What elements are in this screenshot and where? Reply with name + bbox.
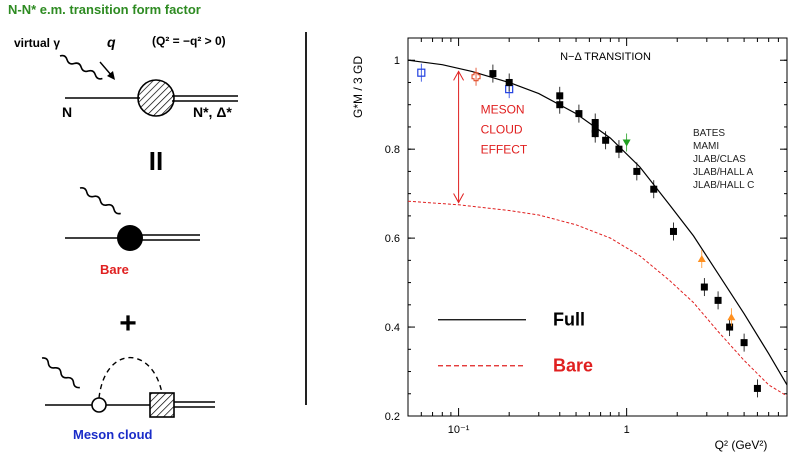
svg-text:II: II — [149, 146, 163, 176]
legend-label: JLAB/HALL C — [693, 180, 754, 191]
data-point — [669, 227, 677, 235]
legend-label: JLAB/CLAS — [693, 154, 746, 165]
legend-label: BATES — [693, 128, 725, 139]
data-point — [753, 384, 761, 392]
data-point — [622, 139, 631, 147]
virtual-photon-label: virtual γ — [14, 36, 61, 50]
chart-title: N−Δ TRANSITION — [560, 51, 651, 63]
meson-cloud-diagram — [41, 357, 215, 418]
legend-entry: JLAB/HALL A — [693, 167, 754, 178]
data-point — [697, 255, 706, 263]
bare-label: Bare — [100, 262, 129, 277]
data-point — [740, 339, 748, 347]
data-point — [602, 136, 610, 144]
q-label: q — [107, 34, 116, 50]
panel-divider — [305, 32, 307, 405]
series-jlab-hall-c — [697, 250, 736, 327]
nucleon-label: N — [62, 104, 73, 120]
x-axis-label: Q² (GeV²) — [715, 438, 768, 452]
legend-entry: JLAB/HALL C — [693, 180, 754, 191]
data-point — [556, 101, 564, 109]
data-point — [505, 78, 513, 86]
legend-label: JLAB/HALL A — [693, 167, 754, 178]
data-point — [417, 68, 426, 77]
y-tick-label: 0.6 — [385, 233, 400, 245]
y-tick-label: 0.8 — [385, 144, 400, 156]
series-jlab-clas — [489, 64, 761, 398]
chart-axes — [407, 37, 788, 417]
annotation-line: EFFECT — [481, 143, 528, 157]
legend-entry: MAMI — [693, 141, 719, 152]
data-point — [575, 110, 583, 118]
legend-entry: BATES — [693, 128, 725, 139]
form-factor-chart: 0.2 0.4 0.6 0.8 1 10⁻¹ 1 BATES MAMI JLAB/CLAS JLAB… — [351, 37, 788, 452]
equals-sign: II — [149, 146, 163, 176]
x-tick-label: 10⁻¹ — [448, 424, 470, 436]
resonance-label: N*, Δ* — [193, 104, 232, 120]
data-point — [726, 323, 734, 331]
chart-curves — [407, 59, 788, 397]
full-vertex-diagram — [59, 54, 238, 117]
bare-vertex-diagram — [65, 186, 200, 251]
plus-sign: + — [119, 307, 137, 340]
series-bates — [471, 67, 481, 86]
data-point — [615, 145, 623, 153]
data-point — [471, 72, 481, 82]
plot-frame — [407, 37, 788, 417]
annotation-line: CLOUD — [481, 123, 523, 137]
diagram-title: N-N* e.m. transition form factor — [8, 2, 201, 17]
inset-legend-label-full: Full — [553, 310, 585, 330]
data-point — [489, 70, 497, 78]
y-axis-label: G*M / 3 GD — [351, 56, 365, 118]
chart-data-points — [417, 63, 761, 398]
data-point — [650, 185, 658, 193]
curve-bare — [407, 200, 788, 397]
meson-cloud-label: Meson cloud — [73, 427, 153, 442]
y-tick-label: 0.4 — [385, 322, 400, 334]
x-tick-label: 1 — [624, 424, 630, 436]
meson-cloud-arrowhead-up — [453, 70, 465, 81]
data-point — [591, 130, 599, 138]
annotation-line: MESON — [481, 103, 525, 117]
feynman-diagrams: II + — [41, 54, 238, 418]
data-point — [633, 167, 641, 175]
chart-labels: 0.2 0.4 0.6 0.8 1 10⁻¹ 1 BATES MAMI JLAB/CLAS JLAB… — [351, 51, 768, 452]
y-tick-label: 0.2 — [385, 411, 400, 423]
y-tick-label: 1 — [394, 55, 400, 67]
data-point — [700, 283, 708, 291]
series-jlab-hall-a — [622, 133, 631, 152]
data-point — [727, 313, 736, 321]
legend-entry: JLAB/CLAS — [693, 154, 746, 165]
meson-cloud-arrowhead-down — [453, 193, 465, 204]
curve-full — [407, 59, 788, 386]
inset-legend-label-bare: Bare — [553, 356, 593, 376]
data-point — [714, 296, 722, 304]
svg-text:+: + — [119, 307, 137, 340]
q2-condition-label: (Q² = −q² > 0) — [152, 34, 226, 48]
legend-label: MAMI — [693, 141, 719, 152]
series-mami — [417, 63, 514, 99]
